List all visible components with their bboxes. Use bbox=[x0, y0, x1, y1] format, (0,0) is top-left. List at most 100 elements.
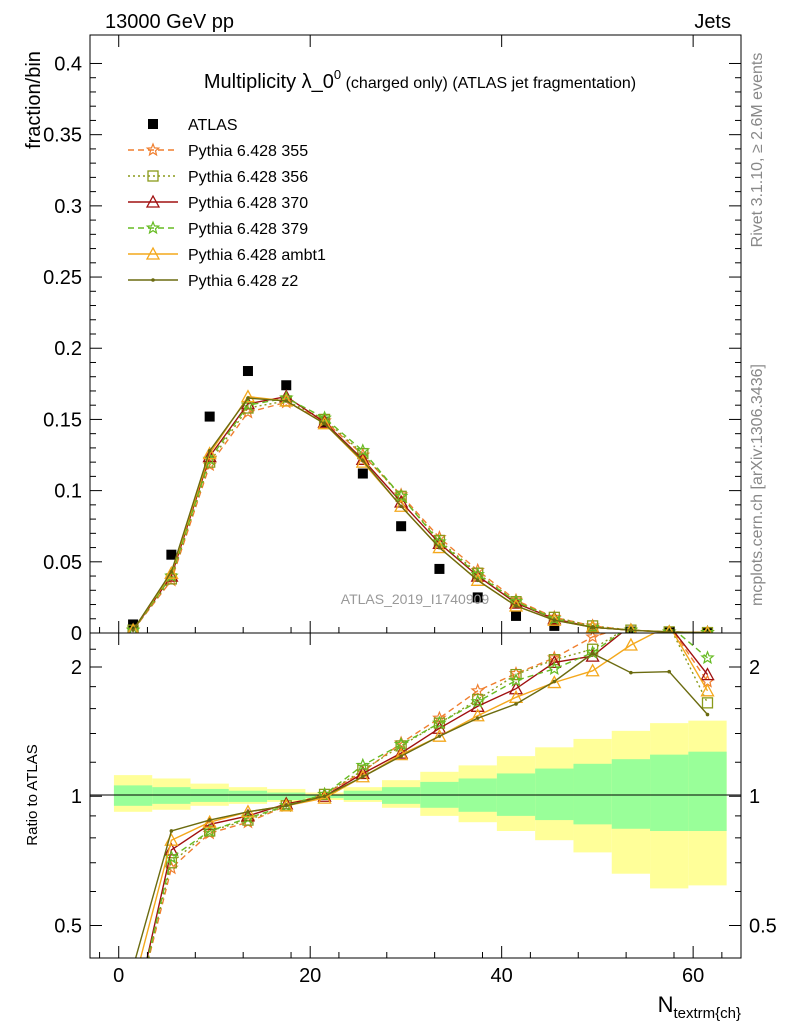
ratio-point-5-12 bbox=[590, 651, 595, 656]
main-title-main: Multiplicity λ_0 bbox=[204, 71, 334, 93]
main-point-4-2 bbox=[202, 451, 217, 466]
ratio-point-1-10 bbox=[510, 668, 522, 681]
main-point-4-6 bbox=[355, 443, 371, 457]
header-left: 13000 GeV pp bbox=[105, 11, 234, 33]
ratio-y-label: Ratio to ATLAS bbox=[24, 744, 41, 845]
ratio-point-3-7 bbox=[393, 736, 409, 751]
main-point-5-1 bbox=[164, 565, 179, 579]
ratio-point-5-3 bbox=[246, 809, 250, 814]
legend-label-6: Pythia 6.428 z2 bbox=[188, 273, 298, 290]
main-point-5-0 bbox=[127, 622, 139, 633]
main-point-0-15 bbox=[702, 627, 713, 633]
legend-label-5: Pythia 6.428 ambt1 bbox=[188, 247, 326, 264]
main-point-0-1 bbox=[166, 549, 177, 560]
legend-item-2: Pythia 6.428 356 bbox=[128, 169, 308, 186]
ratio-series-5 bbox=[134, 651, 710, 958]
ratio-point-5-15 bbox=[705, 712, 710, 717]
main-y-tick-label: 0.25 bbox=[43, 267, 82, 289]
x-axis-label: Ntextrm{ch} bbox=[658, 992, 741, 1022]
ratio-point-0-8 bbox=[432, 710, 447, 725]
ratio-series-line-5 bbox=[134, 652, 709, 958]
ratio-uncertainty-bands bbox=[113, 720, 727, 889]
ratio-series-line-3 bbox=[147, 633, 708, 958]
main-point-0-3 bbox=[242, 366, 253, 377]
x-tick-label: 40 bbox=[491, 965, 513, 987]
main-series-line-6 bbox=[132, 397, 708, 633]
ratio-point-4-9 bbox=[470, 708, 485, 722]
legend-marker-5 bbox=[145, 246, 161, 260]
main-series-line-2 bbox=[132, 400, 708, 633]
main-point-5-3 bbox=[240, 389, 256, 403]
main-y-tick-label: 0.3 bbox=[54, 196, 82, 218]
main-y-tick-label: 0.35 bbox=[43, 125, 82, 147]
ratio-point-3-10 bbox=[508, 672, 524, 687]
ratio-point-3-15 bbox=[700, 650, 715, 665]
ratio-y-tick-label: 2 bbox=[71, 657, 82, 679]
legend-label-1: Pythia 6.428 355 bbox=[188, 143, 308, 160]
x-axis-label-main: N bbox=[658, 992, 674, 1017]
ratio-y-tick-label-right: 0.5 bbox=[749, 915, 777, 937]
ratio-band-inner bbox=[267, 792, 306, 801]
main-point-6-5 bbox=[322, 421, 327, 426]
ratio-point-3-3 bbox=[240, 810, 256, 825]
main-title-sup: 0 bbox=[334, 67, 341, 82]
legend-item-1: Pythia 6.428 355 bbox=[128, 142, 308, 160]
ratio-point-5-8 bbox=[437, 734, 442, 738]
main-point-4-9 bbox=[470, 566, 485, 581]
ratio-point-4-11 bbox=[547, 675, 562, 689]
x-axis: 0 20 40 60 bbox=[99, 35, 723, 987]
ratio-point-5-7 bbox=[399, 754, 403, 758]
legend-item-3: Pythia 6.428 370 bbox=[128, 194, 308, 212]
main-point-5-9 bbox=[470, 572, 485, 586]
main-point-6-4 bbox=[284, 399, 289, 403]
main-y-axis: 0 0.05 0.1 0.15 0.2 0.25 0.3 0.35 0.4 bbox=[43, 53, 741, 645]
ratio-point-4-12 bbox=[585, 663, 600, 677]
ratio-point-0-9 bbox=[470, 683, 485, 698]
ratio-series-line-1 bbox=[147, 633, 709, 958]
main-point-4-15 bbox=[700, 624, 715, 633]
main-point-0-14 bbox=[664, 627, 675, 633]
ratio-y-axis: 0.5 0.5 1 1 2 2 bbox=[54, 648, 777, 937]
main-point-0-2 bbox=[204, 411, 215, 422]
x-tick-label: 20 bbox=[299, 965, 321, 987]
main-point-6-10 bbox=[514, 604, 518, 608]
legend: ATLAS Pythia 6.428 355 Pythia 6.428 356 Pyt… bbox=[128, 117, 326, 290]
main-point-6-3 bbox=[246, 396, 250, 400]
ratio-point-0-11 bbox=[547, 650, 562, 665]
ratio-point-5-6 bbox=[361, 774, 365, 779]
main-point-6-11 bbox=[552, 618, 557, 622]
ratio-band-inner bbox=[611, 759, 651, 829]
side-label-bottom: mcplots.cern.ch [arXiv:1306.3436] bbox=[749, 364, 766, 606]
ratio-point-3-2 bbox=[202, 823, 217, 838]
ratio-point-4-15 bbox=[700, 683, 715, 697]
main-point-6-9 bbox=[475, 578, 480, 583]
header-right: Jets bbox=[694, 11, 731, 33]
ratio-band-inner bbox=[650, 754, 689, 831]
main-plot-panel: ATLAS_2019_I1740909 Multiplicity λ_00 (c… bbox=[23, 34, 742, 645]
main-y-label: fraction/bin bbox=[23, 51, 45, 149]
main-point-6-13 bbox=[629, 628, 633, 632]
ratio-y-tick-label-right: 1 bbox=[749, 786, 760, 808]
main-point-6-15 bbox=[705, 630, 710, 633]
main-point-5-10 bbox=[508, 598, 524, 612]
legend-marker-6 bbox=[151, 278, 155, 282]
ratio-point-2-10 bbox=[508, 681, 524, 695]
legend-label-3: Pythia 6.428 370 bbox=[188, 195, 308, 212]
main-point-0-8 bbox=[434, 563, 445, 574]
main-point-4-7 bbox=[393, 488, 409, 503]
ratio-point-5-14 bbox=[667, 669, 671, 674]
main-point-6-12 bbox=[590, 625, 595, 630]
legend-item-4: Pythia 6.428 379 bbox=[128, 220, 308, 238]
ratio-band-inner bbox=[573, 763, 612, 825]
main-y-tick-label: 0.05 bbox=[43, 552, 82, 574]
legend-item-0: ATLAS bbox=[148, 117, 238, 134]
main-title: Multiplicity λ_00 (charged only) (ATLAS … bbox=[204, 67, 636, 93]
ratio-point-4-2 bbox=[202, 814, 217, 828]
x-axis-label-sub: textrm{ch} bbox=[673, 1005, 741, 1022]
main-point-0-4 bbox=[281, 380, 292, 391]
ratio-band-inner bbox=[688, 751, 727, 831]
main-point-1-7 bbox=[393, 487, 409, 502]
legend-marker-4 bbox=[145, 220, 161, 235]
main-y-tick-label: 0.1 bbox=[54, 481, 82, 503]
